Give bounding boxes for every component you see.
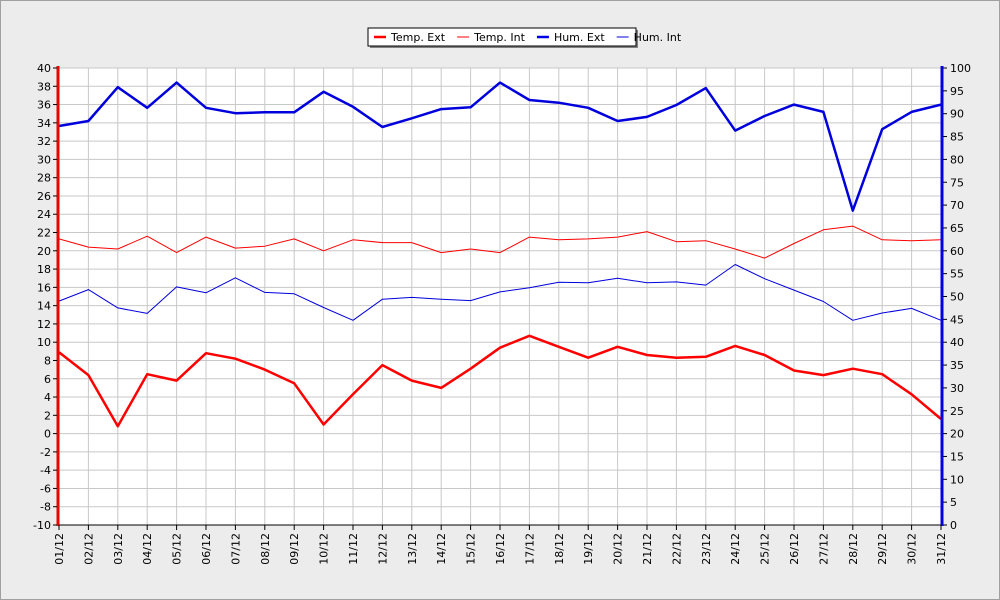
x-tick-label: 12/12 — [376, 533, 389, 565]
x-tick-label: 14/12 — [435, 533, 448, 565]
x-tick-label: 03/12 — [112, 533, 125, 565]
x-tick-label: 13/12 — [406, 533, 419, 565]
x-tick-label: 22/12 — [670, 533, 683, 565]
y2-tick-label: 60 — [950, 245, 964, 258]
series-line-temp-int — [58, 225, 942, 259]
y2-tick-label: 25 — [950, 405, 964, 418]
x-tick-label: 18/12 — [553, 533, 566, 565]
x-tick-label: 11/12 — [347, 533, 360, 565]
x-tick-label: 01/12 — [53, 533, 66, 565]
y-tick-label: 6 — [44, 373, 51, 386]
y-tick-label: 34 — [37, 117, 51, 130]
y-tick-label: 16 — [37, 281, 51, 294]
y2-tick-label: 70 — [950, 199, 964, 212]
x-tick-label: 29/12 — [876, 533, 889, 565]
y-tick-label: 40 — [37, 62, 51, 75]
y-tick-label: -10 — [33, 519, 51, 532]
x-tick-label: 23/12 — [700, 533, 713, 565]
x-tick-label: 26/12 — [788, 533, 801, 565]
y2-tick-label: 5 — [950, 496, 957, 509]
x-tick-label: 10/12 — [318, 533, 331, 565]
y-tick-label: 28 — [37, 172, 51, 185]
legend-label-temp-ext: Temp. Ext — [390, 31, 446, 44]
y2-tick-label: 0 — [950, 519, 957, 532]
x-tick-label: 25/12 — [759, 533, 772, 565]
y-tick-label: 0 — [44, 428, 51, 441]
y2-tick-label: 95 — [950, 85, 964, 98]
y2-tick-label: 65 — [950, 222, 964, 235]
y-tick-label: 12 — [37, 318, 51, 331]
x-tick-label: 08/12 — [259, 533, 272, 565]
x-tick-label: 17/12 — [523, 533, 536, 565]
series-line-hum-int — [58, 264, 942, 321]
y-tick-label: -2 — [40, 446, 51, 459]
x-tick-label: 07/12 — [229, 533, 242, 565]
x-tick-label: 24/12 — [729, 533, 742, 565]
x-tick-label: 31/12 — [935, 533, 948, 565]
x-tick-label: 20/12 — [612, 533, 625, 565]
y-tick-label: 14 — [37, 300, 51, 313]
y-tick-label: 2 — [44, 409, 51, 422]
y2-tick-label: 15 — [950, 450, 964, 463]
y2-tick-label: 50 — [950, 291, 964, 304]
x-tick-label: 27/12 — [817, 533, 830, 565]
x-tick-label: 04/12 — [141, 533, 154, 565]
x-tick-label: 15/12 — [465, 533, 478, 565]
y-tick-label: 30 — [37, 153, 51, 166]
series-line-temp-ext — [58, 334, 942, 428]
x-tick-label: 05/12 — [171, 533, 184, 565]
y-tick-label: 18 — [37, 263, 51, 276]
y2-tick-label: 85 — [950, 131, 964, 144]
y-tick-label: -6 — [40, 482, 51, 495]
y2-tick-label: 80 — [950, 153, 964, 166]
y2-tick-label: 35 — [950, 359, 964, 372]
y-tick-label: 4 — [44, 391, 51, 404]
y-tick-label: 10 — [37, 336, 51, 349]
y-tick-label: 22 — [37, 227, 51, 240]
legend-box — [367, 27, 637, 47]
y2-tick-label: 30 — [950, 382, 964, 395]
y-tick-label: 38 — [37, 80, 51, 93]
y2-tick-label: 45 — [950, 313, 964, 326]
y2-tick-label: 55 — [950, 268, 964, 281]
y-tick-label: -4 — [40, 464, 51, 477]
x-tick-label: 16/12 — [494, 533, 507, 565]
y2-tick-label: 40 — [950, 336, 964, 349]
y2-tick-label: 20 — [950, 428, 964, 441]
y2-tick-label: 100 — [950, 62, 971, 75]
legend-label-hum-ext: Hum. Ext — [554, 31, 605, 44]
grid — [58, 67, 942, 526]
y-tick-label: 36 — [37, 99, 51, 112]
legend-label-hum-int: Hum. Int — [634, 31, 682, 44]
x-tick-label: 30/12 — [906, 533, 919, 565]
y-tick-label: -8 — [40, 501, 51, 514]
y2-tick-label: 10 — [950, 473, 964, 486]
axes: -10-8-6-4-202468101214161820222426283032… — [33, 62, 971, 565]
x-tick-label: 21/12 — [641, 533, 654, 565]
y2-tick-label: 90 — [950, 108, 964, 121]
legend-label-temp-int: Temp. Int — [473, 31, 526, 44]
legend: Temp. Ext Temp. Int Hum. Ext Hum. Int — [367, 27, 682, 48]
y-tick-label: 24 — [37, 208, 51, 221]
x-tick-label: 19/12 — [582, 533, 595, 565]
y-tick-label: 20 — [37, 245, 51, 258]
x-tick-label: 06/12 — [200, 533, 213, 565]
y2-tick-label: 75 — [950, 176, 964, 189]
x-tick-label: 28/12 — [847, 533, 860, 565]
y-tick-label: 32 — [37, 135, 51, 148]
series-line-hum-ext — [58, 81, 942, 212]
y-tick-label: 8 — [44, 354, 51, 367]
series-layer — [58, 81, 942, 428]
x-tick-label: 02/12 — [82, 533, 95, 565]
x-tick-label: 09/12 — [288, 533, 301, 565]
y-tick-label: 26 — [37, 190, 51, 203]
